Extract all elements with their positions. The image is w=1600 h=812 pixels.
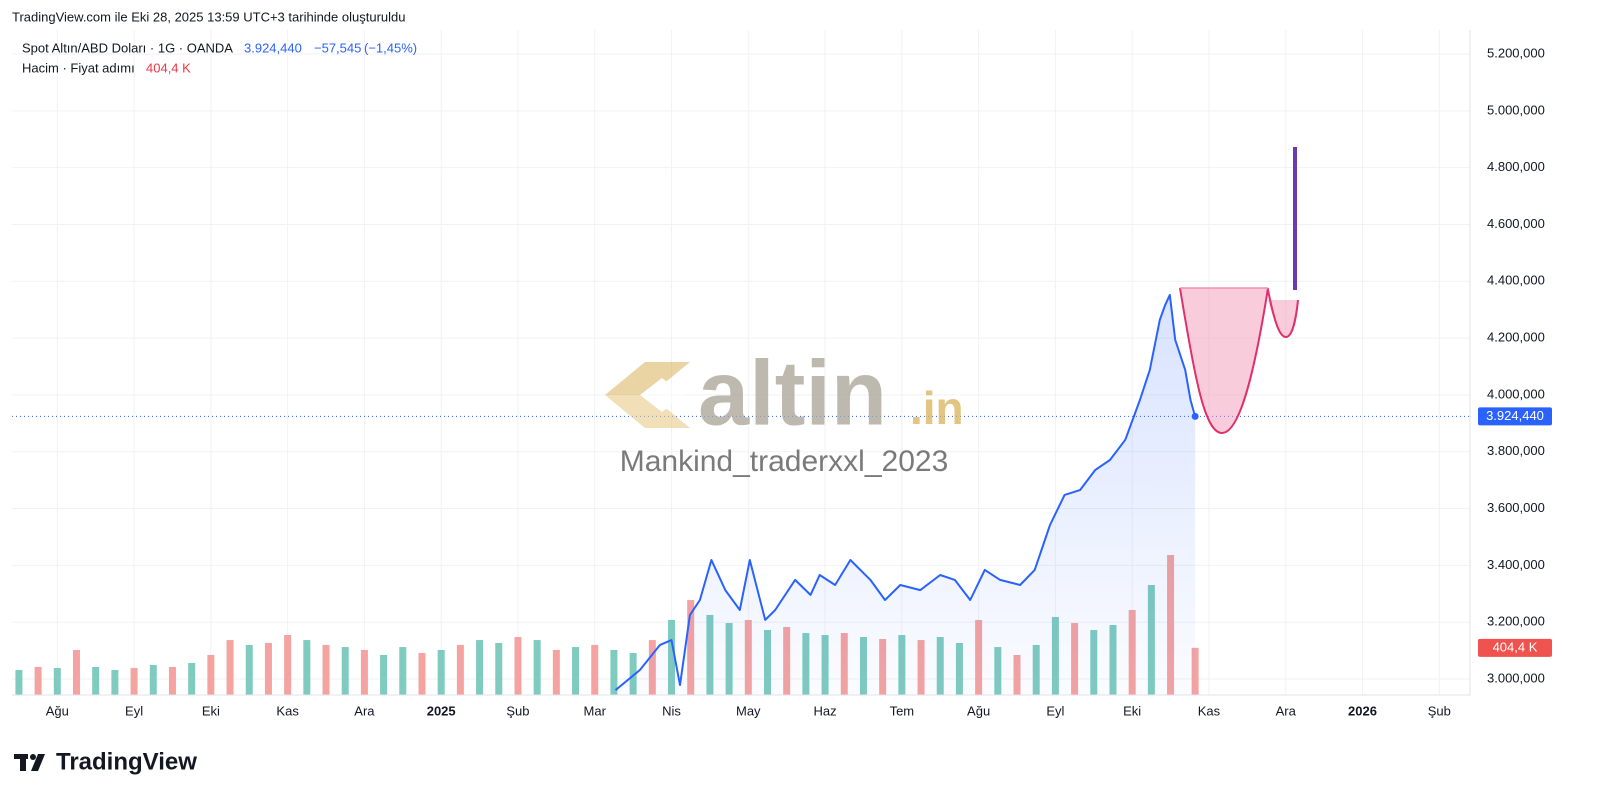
- x-tick-label: Kas: [276, 703, 299, 718]
- volume-bar: [418, 653, 426, 695]
- volume-bar: [53, 668, 61, 695]
- x-tick-label: Eyl: [1046, 703, 1064, 718]
- change-pct: (−1,45%): [364, 40, 417, 55]
- x-tick-label: Ara: [354, 703, 375, 718]
- volume-bar: [207, 654, 215, 695]
- volume-bar: [188, 663, 196, 695]
- volume-bar: [495, 642, 503, 695]
- last-price-tag: [1478, 407, 1552, 426]
- y-tick-label: 3.600,000: [1487, 500, 1545, 515]
- y-tick-label: 3.000,000: [1487, 670, 1545, 685]
- volume-bar: [130, 668, 138, 695]
- x-tick-label: Ağu: [46, 703, 69, 718]
- volume-value: 404,4 K: [146, 60, 191, 75]
- y-tick-label: 3.800,000: [1487, 443, 1545, 458]
- y-tick-label: 4.800,000: [1487, 159, 1545, 174]
- header: TradingView.com ile Eki 28, 2025 13:59 U…: [12, 9, 405, 24]
- volume-bar: [610, 649, 618, 695]
- y-tick-label: 4.200,000: [1487, 330, 1545, 345]
- last-volume-tag: [1478, 638, 1552, 657]
- y-tick-label: 5.200,000: [1487, 45, 1545, 60]
- drawing: [1179, 147, 1299, 435]
- x-tick-label: Eki: [202, 703, 220, 718]
- volume-bar: [226, 640, 234, 695]
- y-tick-label: 3.200,000: [1487, 614, 1545, 629]
- volume-bar: [380, 654, 388, 695]
- x-tick-label: Ara: [1276, 703, 1297, 718]
- volume-bar: [72, 649, 80, 695]
- x-tick-label: May: [736, 703, 761, 718]
- symbol: Spot Altın/ABD Doları · 1G · OANDA: [22, 40, 233, 55]
- volume-bar: [591, 644, 599, 695]
- x-tick-label: Haz: [814, 703, 837, 718]
- volume-bar: [399, 647, 407, 695]
- volume-bar: [456, 644, 464, 695]
- volume-bar: [322, 644, 330, 695]
- x-tick-label: Tem: [890, 703, 915, 718]
- y-tick-label: 5.000,000: [1487, 102, 1545, 117]
- x-tick-label: 2026: [1348, 703, 1377, 718]
- last-volume-tag-label: 404,4 K: [1493, 639, 1538, 654]
- volume-bar: [514, 637, 522, 695]
- volume-bar: [476, 640, 484, 695]
- watermark-suffix: .in: [910, 382, 964, 434]
- volume-bar: [149, 665, 157, 695]
- x-tick-label: Ağu: [967, 703, 990, 718]
- x-tick-label: Eyl: [125, 703, 143, 718]
- y-tick-label: 4.400,000: [1487, 273, 1545, 288]
- watermark-author: Mankind_traderxxl_2023: [620, 445, 949, 478]
- volume-bar: [168, 667, 176, 695]
- x-tick-label: Mar: [584, 703, 607, 718]
- volume-bar: [437, 649, 445, 695]
- y-tick-label: 3.400,000: [1487, 557, 1545, 572]
- x-tick-label: Şub: [506, 703, 529, 718]
- volume-bar: [552, 649, 560, 695]
- volume-bar: [1191, 647, 1199, 695]
- volume-bar: [264, 642, 272, 695]
- x-tick-label: Şub: [1428, 703, 1451, 718]
- change: −57,545: [314, 40, 361, 55]
- volume-bar: [284, 635, 292, 695]
- volume-bar: [111, 670, 119, 695]
- volume-bar: [629, 653, 637, 695]
- price-area: [615, 294, 1196, 695]
- last-price: 3.924,440: [244, 40, 302, 55]
- watermark: altin: [698, 342, 887, 444]
- x-tick-label: Kas: [1198, 703, 1221, 718]
- volume-bar: [34, 667, 42, 695]
- watermark-logo: [605, 362, 690, 428]
- brand-logo: [14, 754, 45, 771]
- brand: TradingView: [56, 748, 197, 775]
- volume-bar: [572, 647, 580, 695]
- last-price-tag-label: 3.924,440: [1486, 408, 1544, 423]
- y-tick-label: 4.000,000: [1487, 386, 1545, 401]
- x-tick-label: 2025: [427, 703, 456, 718]
- volume-title: Hacim · Fiyat adımı: [22, 60, 135, 75]
- last-point: [1191, 412, 1199, 420]
- volume-bar: [15, 670, 23, 695]
- volume-bar: [245, 644, 253, 695]
- x-tick-label: Eki: [1123, 703, 1141, 718]
- x-tick-label: Nis: [662, 703, 681, 718]
- volume-bar: [533, 640, 541, 695]
- y-tick-label: 4.600,000: [1487, 216, 1545, 231]
- volume-bar: [303, 640, 311, 695]
- volume-bar: [341, 647, 349, 695]
- volume-bar: [92, 667, 100, 695]
- price-line: [614, 293, 1197, 691]
- volume-bar: [360, 649, 368, 695]
